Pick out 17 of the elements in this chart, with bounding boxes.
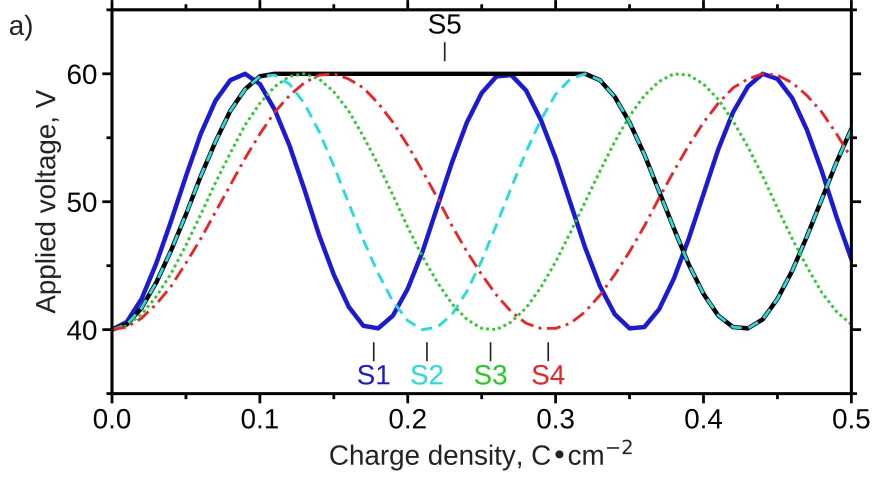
y-axis-title: Applied voltage, V xyxy=(35,90,61,314)
y-tick-label: 50 xyxy=(68,192,96,212)
annotation: S4 xyxy=(532,364,564,385)
annotation: S1 xyxy=(358,364,390,385)
x-tick-label: 0.4 xyxy=(685,408,722,429)
x-tick-label: 0.2 xyxy=(390,408,426,429)
y-tick-label: 40 xyxy=(67,320,96,340)
y-tick-label: 60 xyxy=(68,64,96,84)
x-tick-label: 0.3 xyxy=(537,408,574,429)
annotation: S3 xyxy=(474,364,506,385)
annotation: S2 xyxy=(411,364,443,385)
x-tick-label: 0.1 xyxy=(242,408,278,429)
x-tick-label: 0.5 xyxy=(833,408,870,429)
annotation: S5 xyxy=(428,14,461,34)
x-tick-label: 0.0 xyxy=(94,408,130,429)
chart-title: a) xyxy=(10,14,32,41)
x-axis-title: Charge density, C•cm$^{−2}$ xyxy=(330,440,632,470)
